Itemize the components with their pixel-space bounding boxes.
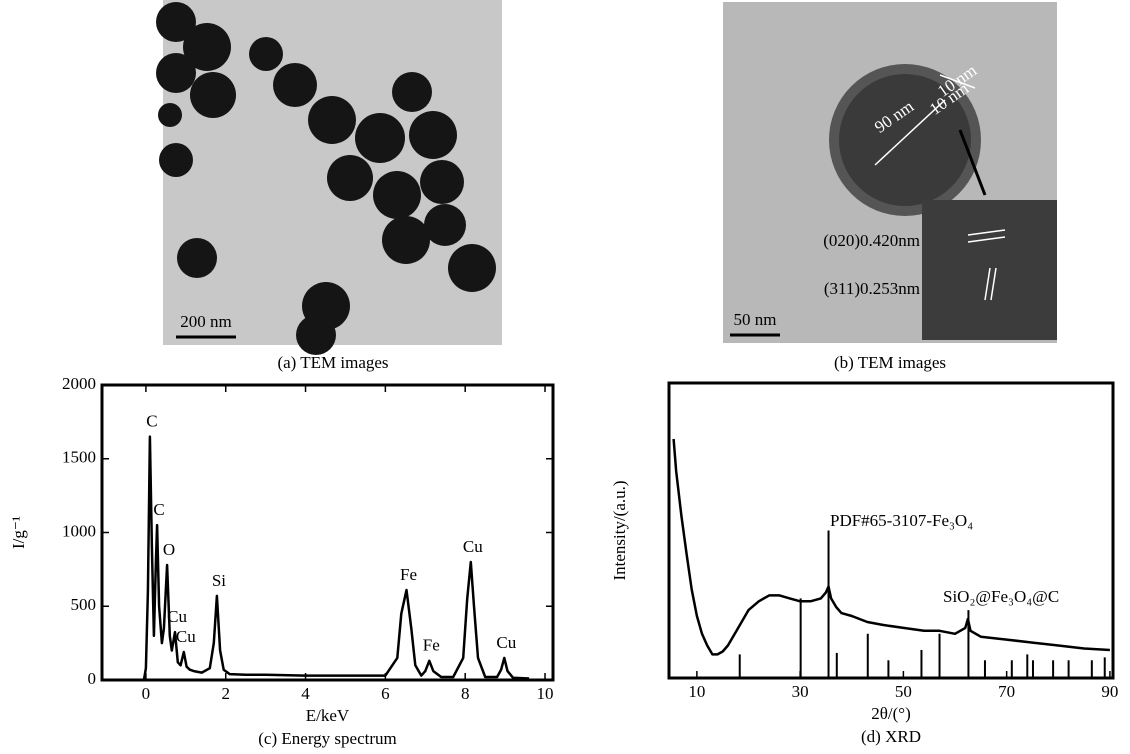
y-tick-label: 500	[71, 595, 97, 614]
tem-image-a: 200 nm	[156, 0, 502, 355]
peak-label: Cu	[167, 607, 187, 626]
peak-label: O	[163, 540, 175, 559]
x-tick-label: 0	[142, 684, 151, 703]
tem-image-b: 50 nm 90 nm 10 nm 10 nm (020)0.420nm (31…	[723, 2, 1057, 343]
peak-label: Cu	[176, 627, 196, 646]
data-line	[144, 437, 529, 680]
peak-label: Fe	[400, 565, 417, 584]
series-label: PDF#65-3107-Fe₃O₄	[830, 511, 973, 530]
peak-label: Cu	[496, 633, 516, 652]
y-tick-label: 1000	[62, 521, 96, 540]
figure: 200 nm (a) TEM images 50 nm 90 nm 10 nm …	[0, 0, 1130, 754]
x-axis-label: 2θ/(°)	[871, 704, 911, 723]
y-axis-label: Intensity/(a.u.)	[610, 480, 629, 580]
caption: (a) TEM images	[277, 353, 388, 372]
peak-label: Fe	[423, 636, 440, 655]
x-tick-label: 30	[792, 682, 809, 701]
peak-label: Cu	[463, 537, 483, 556]
x-tick-label: 50	[895, 682, 912, 701]
x-tick-label: 90	[1101, 682, 1118, 701]
data-line	[674, 439, 1110, 654]
y-tick-label: 0	[88, 669, 97, 688]
caption: (c) Energy spectrum	[258, 729, 396, 748]
x-tick-label: 10	[688, 682, 705, 701]
x-tick-label: 4	[301, 684, 310, 703]
x-tick-label: 10	[537, 684, 554, 703]
y-tick-label: 1500	[62, 448, 96, 467]
y-tick-label: 2000	[62, 374, 96, 393]
image-label: (020)0.420nm	[823, 231, 920, 250]
scale-bar-label: 50 nm	[734, 310, 777, 329]
image-label: (311)0.253nm	[824, 279, 920, 298]
scale-bar-label: 200 nm	[180, 312, 231, 331]
y-axis-label: I/g⁻¹	[9, 516, 28, 549]
peak-label: C	[153, 500, 164, 519]
x-axis-label: E/keV	[306, 706, 350, 725]
x-tick-label: 6	[381, 684, 390, 703]
peak-label: Si	[212, 571, 226, 590]
series-label: SiO₂@Fe₃O₄@C	[943, 587, 1059, 606]
x-tick-label: 2	[221, 684, 230, 703]
x-tick-label: 8	[461, 684, 470, 703]
peak-label: C	[146, 412, 157, 431]
caption: (d) XRD	[861, 727, 921, 746]
x-tick-label: 70	[998, 682, 1015, 701]
caption: (b) TEM images	[834, 353, 946, 372]
